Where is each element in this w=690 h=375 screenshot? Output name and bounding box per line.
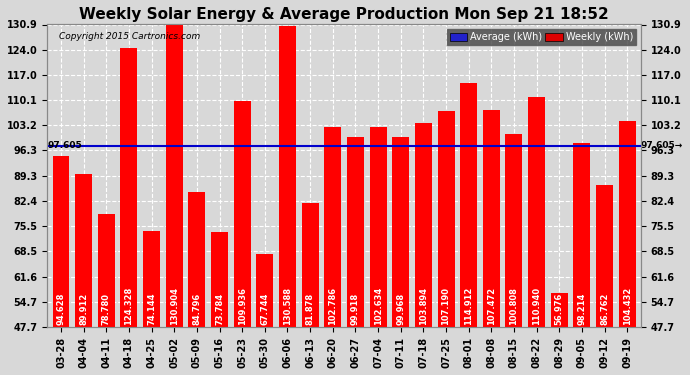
Text: 97.605: 97.605 [48, 141, 83, 150]
Text: 102.786: 102.786 [328, 287, 337, 325]
Bar [75, 174, 92, 327]
Text: 130.904: 130.904 [170, 287, 179, 325]
Bar [415, 123, 432, 327]
Bar [143, 231, 160, 327]
Text: 84.796: 84.796 [193, 293, 201, 325]
Text: 81.878: 81.878 [306, 293, 315, 325]
Text: 107.190: 107.190 [442, 287, 451, 325]
Text: Copyright 2015 Cartronics.com: Copyright 2015 Cartronics.com [59, 32, 200, 41]
Bar [234, 101, 250, 327]
Title: Weekly Solar Energy & Average Production Mon Sep 21 18:52: Weekly Solar Energy & Average Production… [79, 7, 609, 22]
Bar [460, 82, 477, 327]
Text: 104.432: 104.432 [622, 287, 632, 325]
Bar [52, 156, 70, 327]
Bar [551, 293, 568, 327]
Bar [302, 203, 319, 327]
Text: 67.744: 67.744 [260, 293, 269, 325]
Bar [324, 127, 342, 327]
Text: 130.588: 130.588 [283, 287, 292, 325]
Text: 107.472: 107.472 [487, 287, 496, 325]
Text: 103.894: 103.894 [419, 287, 428, 325]
Text: 114.912: 114.912 [464, 287, 473, 325]
Text: 94.628: 94.628 [57, 293, 66, 325]
Bar [619, 121, 635, 327]
Bar [392, 137, 409, 327]
Bar [483, 110, 500, 327]
Bar [98, 214, 115, 327]
Text: 100.808: 100.808 [509, 287, 518, 325]
Bar [573, 143, 591, 327]
Bar [121, 48, 137, 327]
Bar [437, 111, 455, 327]
Text: 102.634: 102.634 [373, 287, 382, 325]
Bar [347, 137, 364, 327]
Text: 98.214: 98.214 [578, 293, 586, 325]
Bar [279, 26, 296, 327]
Bar [211, 232, 228, 327]
Bar [370, 127, 386, 327]
Bar [506, 134, 522, 327]
Text: 86.762: 86.762 [600, 293, 609, 325]
Legend: Average (kWh), Weekly (kWh): Average (kWh), Weekly (kWh) [447, 29, 636, 45]
Bar [188, 192, 206, 327]
Bar [166, 24, 183, 327]
Text: 97.605→: 97.605→ [641, 141, 683, 150]
Text: 73.784: 73.784 [215, 293, 224, 325]
Text: 124.328: 124.328 [124, 287, 133, 325]
Bar [596, 185, 613, 327]
Bar [528, 97, 545, 327]
Text: 74.144: 74.144 [147, 293, 156, 325]
Text: 56.976: 56.976 [555, 293, 564, 325]
Text: 99.968: 99.968 [396, 293, 405, 325]
Text: 110.940: 110.940 [532, 287, 541, 325]
Text: 78.780: 78.780 [102, 293, 111, 325]
Bar [257, 254, 273, 327]
Text: 109.936: 109.936 [237, 287, 247, 325]
Text: 99.918: 99.918 [351, 293, 360, 325]
Text: 89.912: 89.912 [79, 293, 88, 325]
